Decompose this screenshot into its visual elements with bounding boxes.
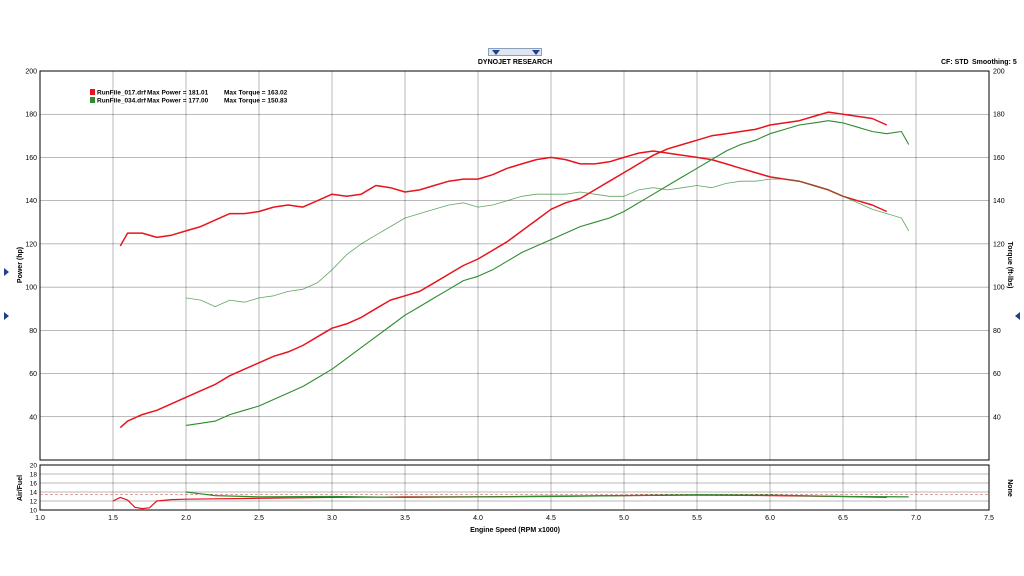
airfuel-tick-label: 16 (30, 481, 38, 488)
torque-tick-label: 200 (993, 69, 1005, 76)
rpm-tick-label: 7.5 (984, 515, 994, 522)
rpm-tick-label: 3.5 (400, 515, 410, 522)
rpm-tick-label: 6.5 (838, 515, 848, 522)
rpm-tick-label: 1.5 (108, 515, 118, 522)
power-tick-label: 160 (25, 155, 37, 162)
main-series (119, 111, 910, 429)
torque-tick-label: 160 (993, 155, 1005, 162)
airfuel-tick-label: 14 (30, 490, 38, 497)
title-tab[interactable] (488, 48, 542, 56)
torque-tick-label: 40 (993, 414, 1001, 421)
torque-tick-label: 180 (993, 112, 1005, 119)
airfuel-plot-area (39, 464, 990, 511)
torque-tick-label: 120 (993, 241, 1005, 248)
torque-axis-label: Torque (ft-lbs) (1006, 242, 1013, 289)
legend: RunFile_017.drf Max Power = 181.01 Max T… (90, 89, 288, 105)
main-grid (39, 70, 990, 460)
rpm-axis-label: Engine Speed (RPM x1000) (470, 527, 560, 534)
torque-tick-label: 140 (993, 198, 1005, 205)
power-tick-label: 180 (25, 112, 37, 119)
rpm-tick-label: 6.0 (765, 515, 775, 522)
rpm-tick-label: 1.0 (35, 515, 45, 522)
airfuel-tick-label: 10 (30, 508, 38, 515)
airfuel-tick-label: 12 (30, 499, 38, 506)
power-tick-label: 40 (29, 414, 37, 421)
cf-label: CF: STD (941, 59, 969, 66)
legend-power-runfile-017: Max Power = 181.01 (147, 90, 209, 97)
power-tick-label: 200 (25, 69, 37, 76)
chevron-right-icon[interactable] (4, 268, 9, 276)
power-tick-label: 140 (25, 198, 37, 205)
chevron-down-icon[interactable] (492, 50, 500, 55)
power-axis-ticks: 40 60 80 100 120 140 160 180 200 (25, 69, 37, 422)
legend-file-runfile-034: RunFile_034.drf (97, 98, 147, 105)
rpm-tick-label: 5.0 (619, 515, 629, 522)
series-line-torque (119, 150, 888, 247)
rpm-tick-label: 3.0 (327, 515, 337, 522)
chevron-right-icon[interactable] (4, 312, 9, 320)
airfuel-axis-label: Air/Fuel (17, 475, 24, 501)
power-tick-label: 120 (25, 241, 37, 248)
torque-axis-ticks: 40 60 80 100 120 140 160 180 200 (993, 69, 1005, 422)
airfuel-tick-label: 18 (30, 472, 38, 479)
airfuel-series-line (185, 491, 909, 498)
rpm-axis-ticks: 1.0 1.5 2.0 2.5 3.0 3.5 4.0 4.5 5.0 5.5 6.0 6.5 7.0 7… (35, 515, 994, 522)
rpm-tick-label: 2.0 (181, 515, 191, 522)
torque-tick-label: 60 (993, 371, 1001, 378)
power-tick-label: 60 (29, 371, 37, 378)
airfuel-series (112, 491, 909, 510)
airfuel-axis-ticks: 10 12 14 16 18 20 (30, 463, 38, 515)
power-tick-label: 100 (25, 285, 37, 292)
legend-swatch-runfile-017 (90, 89, 95, 95)
none-axis-label: None (1006, 479, 1013, 497)
power-tick-label: 80 (29, 328, 37, 335)
torque-tick-label: 100 (993, 285, 1005, 292)
series-line-torque (185, 178, 910, 307)
main-plot-area (39, 70, 990, 461)
torque-tick-label: 80 (993, 328, 1001, 335)
series-line-power (185, 120, 910, 426)
series-line-power (119, 111, 888, 429)
legend-power-runfile-034: Max Power = 177.00 (147, 98, 209, 105)
legend-torque-runfile-017: Max Torque = 163.02 (224, 90, 288, 97)
rpm-tick-label: 5.5 (692, 515, 702, 522)
rpm-tick-label: 7.0 (911, 515, 921, 522)
airfuel-grid (39, 464, 990, 511)
rpm-tick-label: 2.5 (254, 515, 264, 522)
legend-file-runfile-017: RunFile_017.drf (97, 90, 147, 97)
legend-swatch-runfile-034 (90, 97, 95, 103)
smoothing-label: Smoothing: 5 (972, 59, 1017, 66)
chevron-down-icon[interactable] (532, 50, 540, 55)
legend-torque-runfile-034: Max Torque = 150.83 (224, 98, 288, 105)
airfuel-tick-label: 20 (30, 463, 38, 470)
chart-title: DYNOJET RESEARCH (478, 59, 552, 66)
power-axis-label: Power (hp) (17, 247, 24, 283)
rpm-tick-label: 4.0 (473, 515, 483, 522)
rpm-tick-label: 4.5 (546, 515, 556, 522)
